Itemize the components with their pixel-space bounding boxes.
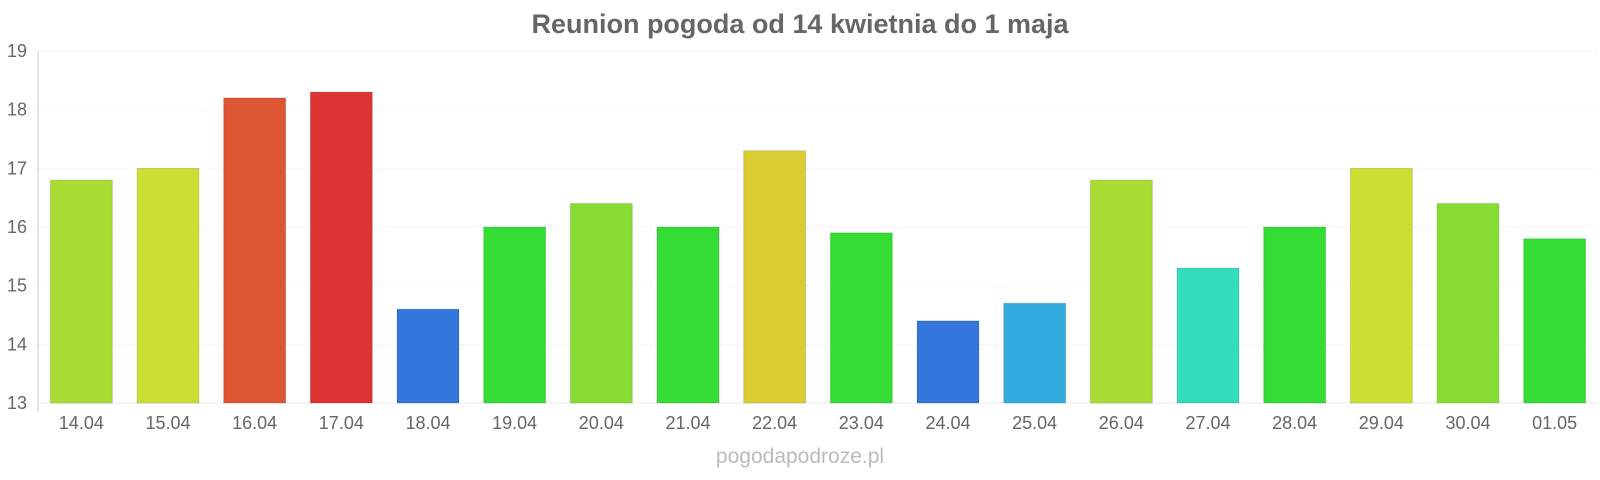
bar-27.04 — [1176, 267, 1240, 404]
bar-30.04 — [1436, 203, 1500, 404]
bar-23.04 — [829, 232, 893, 404]
x-tick-label: 19.04 — [492, 413, 537, 433]
bar-20.04 — [569, 203, 633, 404]
bar-21.04 — [656, 226, 720, 404]
y-tick-label: 14 — [7, 334, 27, 354]
y-tick-label: 19 — [7, 41, 27, 61]
x-tick-label: 01.05 — [1532, 413, 1577, 433]
chart-title: Reunion pogoda od 14 kwietnia do 1 maja — [531, 9, 1069, 39]
x-tick-label: 25.04 — [1012, 413, 1057, 433]
bar-26.04 — [1089, 179, 1153, 404]
y-tick-label: 16 — [7, 217, 27, 237]
x-tick-label: 24.04 — [925, 413, 970, 433]
x-tick-labels: 14.04 15.04 16.04 17.04 18.04 19.04 20.04 21.04… — [59, 413, 1577, 433]
grid-lines — [38, 50, 1598, 404]
bar-18.04 — [396, 308, 460, 404]
x-tick-label: 21.04 — [665, 413, 710, 433]
x-tick-label: 27.04 — [1185, 413, 1230, 433]
x-tick-label: 20.04 — [579, 413, 624, 433]
x-tick-label: 14.04 — [59, 413, 104, 433]
bar-01.05 — [1523, 238, 1587, 404]
y-tick-label: 15 — [7, 276, 27, 296]
bar-28.04 — [1263, 226, 1327, 404]
y-tick-labels: 13 14 15 16 17 18 19 — [7, 41, 27, 413]
y-tick-label: 18 — [7, 100, 27, 120]
bar-22.04 — [743, 150, 807, 404]
x-tick-label: 28.04 — [1272, 413, 1317, 433]
bar-25.04 — [1003, 302, 1067, 404]
x-tick-label: 15.04 — [145, 413, 190, 433]
bars — [49, 91, 1587, 404]
bar-29.04 — [1349, 167, 1413, 404]
x-tick-label: 30.04 — [1445, 413, 1490, 433]
x-tick-label: 23.04 — [839, 413, 884, 433]
x-tick-label: 26.04 — [1099, 413, 1144, 433]
axes — [37, 51, 1598, 412]
bar-14.04 — [49, 179, 113, 404]
y-tick-label: 17 — [7, 158, 27, 178]
bar-24.04 — [916, 320, 980, 404]
bar-17.04 — [309, 91, 373, 404]
x-tick-label: 29.04 — [1359, 413, 1404, 433]
y-tick-label: 13 — [7, 393, 27, 413]
bar-19.04 — [483, 226, 547, 404]
x-tick-label: 22.04 — [752, 413, 797, 433]
watermark-text: pogodapodroze.pl — [716, 445, 884, 468]
x-tick-label: 16.04 — [232, 413, 277, 433]
bar-16.04 — [223, 97, 287, 404]
x-tick-label: 18.04 — [405, 413, 450, 433]
x-tick-label: 17.04 — [319, 413, 364, 433]
bar-15.04 — [136, 167, 200, 404]
